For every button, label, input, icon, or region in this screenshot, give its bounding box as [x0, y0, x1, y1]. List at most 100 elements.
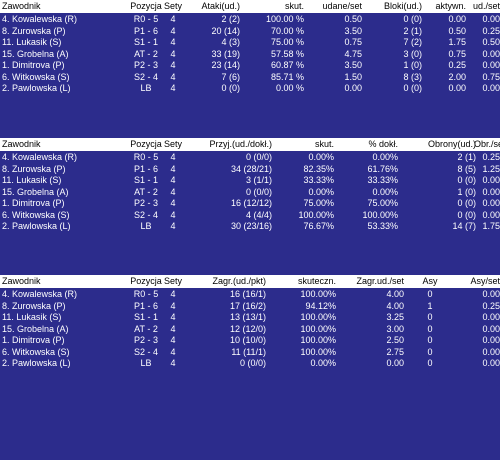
serve-stats-table: Zawodnik Pozycja Sety Zagr.(ud./pkt) skutecz…: [0, 275, 500, 369]
cell-serves-per-set: 2.50: [386, 335, 404, 345]
column-header-serves[interactable]: Zagr.(ud./pkt): [212, 276, 266, 286]
column-header-sets[interactable]: Sety: [163, 276, 182, 286]
cell-accuracy: 75.00%: [367, 198, 398, 208]
cell-digs-per-set: 1.25: [482, 163, 500, 174]
cell-digs: 2 (1): [457, 152, 476, 162]
cell-player: 4. Kowalewska (R): [2, 289, 78, 299]
cell-position: AT - 2: [134, 186, 158, 197]
column-header-position[interactable]: Pozycja: [130, 139, 162, 149]
column-header-player[interactable]: Zawodnik: [2, 1, 41, 11]
column-header-success-per-set[interactable]: udane/set: [322, 1, 362, 11]
column-header-efficiency[interactable]: skut.: [284, 1, 304, 11]
cell-success-per-set: 4.75: [344, 48, 362, 59]
cell-position: S2 - 4: [133, 346, 158, 357]
cell-digs: 8 (5): [457, 163, 476, 174]
column-header-player[interactable]: Zawodnik: [2, 276, 41, 286]
cell-player: 2. Pawlowska (L): [2, 221, 71, 231]
cell-sets: 4: [170, 289, 176, 299]
table-row: 15. Grobelna (A) AT - 2 4 12 (12/0) 100.00% 3…: [0, 323, 500, 335]
cell-aces: 0: [427, 346, 433, 357]
cell-aces-per-set: 0.25: [482, 300, 500, 311]
cell-accuracy: 61.76%: [367, 163, 398, 174]
cell-attacks: 2 (2): [221, 14, 240, 24]
column-header-blocks[interactable]: Bloki(ud.): [383, 1, 422, 11]
table-row: 11. Lukasik (S) S1 - 1 4 3 (1/1) 33.33% 33.33…: [0, 174, 500, 186]
cell-digs: 0 (0): [457, 198, 476, 208]
cell-efficiency: 82.35%: [303, 163, 334, 174]
cell-position: P1 - 6: [133, 300, 158, 311]
table-row: 2. Pawlowska (L) LB 4 0 (0/0) 0.00% 0.00 0 0.00: [0, 357, 500, 369]
cell-blocks-per-set: 0.75: [482, 71, 500, 82]
cell-aces-per-set: 0.00: [482, 358, 500, 368]
cell-sets: 4: [170, 83, 176, 93]
cell-position: S1 - 1: [133, 175, 158, 185]
column-header-attacks[interactable]: Ataki(ud.): [201, 1, 240, 11]
cell-accuracy: 0.00%: [372, 152, 398, 162]
column-header-efficiency[interactable]: skuteczn.: [297, 276, 336, 286]
cell-position: AT - 2: [134, 323, 158, 334]
cell-sets: 4: [170, 186, 176, 197]
cell-sets: 4: [170, 209, 176, 220]
cell-player: 6. Witkowska (S): [2, 346, 70, 357]
cell-efficiency: 70.00 %: [270, 25, 304, 36]
column-header-digs[interactable]: Obrony(ud.): [427, 139, 476, 149]
cell-aces-per-set: 0.00: [482, 346, 500, 357]
column-header-blocks-per-set[interactable]: ud./set: [472, 1, 500, 11]
cell-digs: 0 (0): [457, 175, 476, 185]
cell-sets: 4: [170, 198, 176, 208]
cell-receptions: 4 (4/4): [245, 209, 272, 220]
cell-aces: 0: [427, 323, 433, 334]
cell-activity: 2.00: [448, 71, 466, 82]
column-header-position[interactable]: Pozycja: [130, 276, 162, 286]
cell-serves: 11 (11/1): [231, 346, 266, 357]
table-row: 11. Lukasik (S) S1 - 1 4 13 (13/1) 100.00% 3.…: [0, 311, 500, 323]
cell-blocks-per-set: 0.00: [482, 48, 500, 59]
cell-player: 1. Dimitrova (P): [2, 198, 65, 208]
cell-position: P2 - 3: [133, 335, 158, 345]
cell-sets: 4: [170, 14, 176, 24]
cell-efficiency: 0.00%: [308, 186, 334, 197]
column-header-aces-per-set[interactable]: Asy/set: [470, 276, 500, 286]
column-header-accuracy[interactable]: % dokł.: [368, 139, 398, 149]
column-header-activity[interactable]: aktywn.: [435, 1, 466, 11]
table-row: 4. Kowalewska (R) R0 - 5 4 2 (2) 100.00 % 0.5…: [0, 13, 500, 25]
cell-efficiency: 76.67%: [303, 221, 334, 231]
cell-activity: 0.50: [448, 25, 466, 36]
cell-efficiency: 100.00 %: [265, 14, 304, 24]
table-row: 15. Grobelna (A) AT - 2 4 0 (0/0) 0.00% 0.00%…: [0, 186, 500, 198]
cell-aces: 0: [427, 312, 433, 322]
cell-player: 11. Lukasik (S): [2, 175, 62, 185]
column-header-position[interactable]: Pozycja: [130, 1, 162, 11]
cell-success-per-set: 1.50: [344, 71, 362, 82]
cell-success-per-set: 0.00: [344, 83, 362, 93]
cell-serves-per-set: 2.75: [386, 346, 404, 357]
cell-position: LB: [140, 221, 152, 231]
column-header-receptions[interactable]: Przyj.(ud./dokł.): [209, 139, 272, 149]
cell-position: AT - 2: [134, 48, 158, 59]
cell-accuracy: 53.33%: [367, 221, 398, 231]
column-header-sets[interactable]: Sety: [163, 1, 182, 11]
cell-position: P2 - 3: [133, 60, 158, 70]
column-header-aces[interactable]: Asy: [422, 276, 438, 286]
column-header-sets[interactable]: Sety: [163, 139, 182, 149]
cell-blocks-per-set: 0.00: [482, 14, 500, 24]
column-header-player[interactable]: Zawodnik: [2, 139, 41, 149]
cell-receptions: 3 (1/1): [245, 175, 272, 185]
cell-efficiency: 100.00%: [300, 346, 336, 357]
column-header-serves-per-set[interactable]: Zagr.ud./set: [356, 276, 404, 286]
cell-serves: 10 (10/0): [229, 335, 266, 345]
serve-table-header: Zawodnik Pozycja Sety Zagr.(ud./pkt) skutecz…: [0, 275, 500, 288]
cell-serves-per-set: 3.00: [386, 323, 404, 334]
table-row: 6. Witkowska (S) S2 - 4 4 11 (11/1) 100.00% 2…: [0, 346, 500, 358]
cell-position: P1 - 6: [133, 163, 158, 174]
cell-efficiency: 100.00%: [300, 323, 336, 334]
cell-serves: 0 (0/0): [239, 358, 266, 368]
cell-serves-per-set: 3.25: [386, 312, 404, 322]
cell-serves: 16 (16/1): [229, 289, 266, 299]
column-header-efficiency[interactable]: skut.: [314, 139, 334, 149]
cell-player: 8. Zurowska (P): [2, 300, 66, 311]
table-row: 2. Pawlowska (L) LB 4 30 (23/16) 76.67% 53.33…: [0, 220, 500, 232]
column-header-digs-per-set[interactable]: Obr./set: [474, 139, 500, 149]
cell-serves-per-set: 4.00: [386, 300, 404, 311]
cell-position: LB: [140, 358, 152, 368]
